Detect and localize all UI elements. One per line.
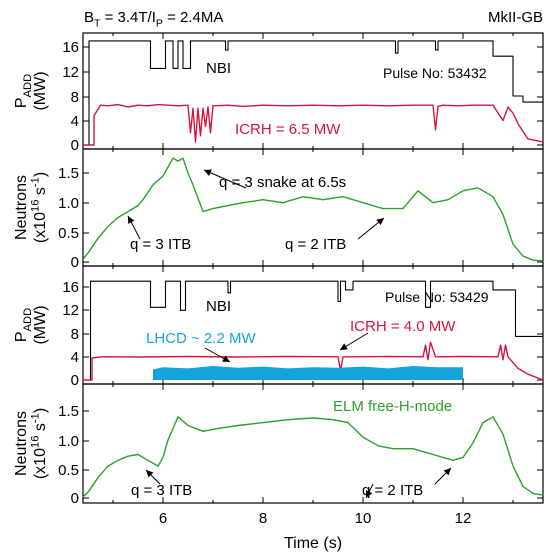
annotation: q = 3 ITB bbox=[130, 236, 191, 253]
y-tick-label: 4 bbox=[71, 349, 79, 366]
y-tick-label: 1.0 bbox=[58, 195, 79, 212]
y-axis-label-unit: (x1016 s-1) bbox=[30, 408, 49, 479]
y-tick-label: 0 bbox=[71, 254, 79, 271]
y-tick-label: 4 bbox=[71, 113, 79, 130]
y-axis-label-unit: (x1016 s-1) bbox=[30, 172, 49, 243]
y-tick-label: 1.5 bbox=[58, 403, 79, 420]
y-tick-label: 8 bbox=[71, 326, 79, 343]
annotation: Pulse No: 53429 bbox=[385, 289, 489, 305]
annotation-arrowhead bbox=[376, 218, 384, 226]
y-tick-label: 12 bbox=[62, 302, 79, 319]
y-tick-label: 1.5 bbox=[58, 165, 79, 182]
y-tick-label: 8 bbox=[71, 89, 79, 106]
y-axis-label: Neutrons bbox=[13, 175, 30, 240]
annotation: LHCD ~ 2.2 MW bbox=[146, 330, 256, 347]
annotation-arrowhead bbox=[222, 355, 230, 362]
y-tick-label: 16 bbox=[62, 39, 79, 56]
series-neutrons-line bbox=[82, 157, 544, 262]
x-tick-label: 12 bbox=[455, 510, 472, 527]
y-tick-label: 0 bbox=[71, 137, 79, 154]
y-axis-label: Neutrons bbox=[13, 411, 30, 476]
annotation-arrowhead bbox=[366, 490, 373, 498]
annotation-arrowhead bbox=[340, 343, 348, 350]
annotation: ELM free-H-mode bbox=[333, 398, 452, 415]
annotation: q = 3 ITB bbox=[131, 482, 192, 499]
x-tick-label: 10 bbox=[355, 510, 372, 527]
annotation: q = 2 ITB bbox=[362, 482, 423, 499]
annotation: q = 2 ITB bbox=[285, 236, 346, 253]
panel-pulse-53429-power: 0 4 8 12 16 PADD(MW) NBI Pulse No: 53429 ICRH = … bbox=[13, 265, 544, 389]
y-tick-label: 0.5 bbox=[58, 225, 79, 242]
y-tick-label: 0 bbox=[71, 372, 79, 389]
y-tick-label: 0 bbox=[71, 490, 79, 507]
annotation: Pulse No: 53432 bbox=[383, 65, 487, 81]
series-icrh-line bbox=[83, 341, 544, 381]
y-tick-label: 1.0 bbox=[58, 433, 79, 450]
y-axis-label: PADD bbox=[13, 74, 34, 108]
series-nbi-line bbox=[83, 40, 543, 146]
header-right: MkII-GB bbox=[488, 9, 543, 26]
series-neutrons-line bbox=[82, 416, 544, 498]
plot-frame bbox=[82, 265, 544, 385]
y-axis-label-unit: (MW) bbox=[32, 71, 49, 110]
annotation-arrowhead bbox=[204, 169, 212, 176]
y-axis-label-unit: (MW) bbox=[32, 305, 49, 344]
annotation: ICRH = 4.0 MW bbox=[350, 318, 456, 335]
y-tick-label: 0.5 bbox=[58, 462, 79, 479]
series-icrh-line bbox=[83, 103, 544, 146]
annotation: ICRH = 6.5 MW bbox=[235, 121, 341, 138]
header-left: BT = 3.4T/IP = 2.4MA bbox=[84, 9, 223, 30]
annotation-arrowhead bbox=[443, 468, 451, 476]
y-axis-label: PADD bbox=[13, 308, 34, 342]
x-tick-label: 6 bbox=[159, 510, 167, 527]
annotation: NBI bbox=[206, 298, 231, 315]
panel-pulse-53429-neutrons: 0 0.5 1.0 1.5 Neutrons (x1016 s-1) ELM free-H-… bbox=[13, 383, 544, 507]
annotation-arrowhead bbox=[128, 216, 135, 224]
annotation: q = 3 snake at 6.5s bbox=[219, 174, 346, 191]
x-tick-label: 8 bbox=[259, 510, 267, 527]
annotation-arrowhead bbox=[146, 470, 154, 478]
panel-pulse-53432-neutrons: 0 0.5 1.0 1.5 Neutrons (x1016 s-1) q = 3 snake… bbox=[13, 148, 544, 271]
series-lhcd-area bbox=[153, 366, 463, 380]
series-nbi-line bbox=[83, 280, 543, 381]
y-tick-label: 12 bbox=[62, 64, 79, 81]
y-tick-label: 16 bbox=[62, 279, 79, 296]
x-axis-label: Time (s) bbox=[284, 535, 342, 552]
annotation: NBI bbox=[206, 60, 231, 77]
panel-pulse-53432-power: 0 4 8 12 16 PADD(MW) NBI Pulse No: 53432 ICRH = … bbox=[13, 32, 544, 154]
figure-header: BT = 3.4T/IP = 2.4MA MkII-GB bbox=[84, 9, 543, 30]
annotation-arrow bbox=[203, 169, 247, 189]
